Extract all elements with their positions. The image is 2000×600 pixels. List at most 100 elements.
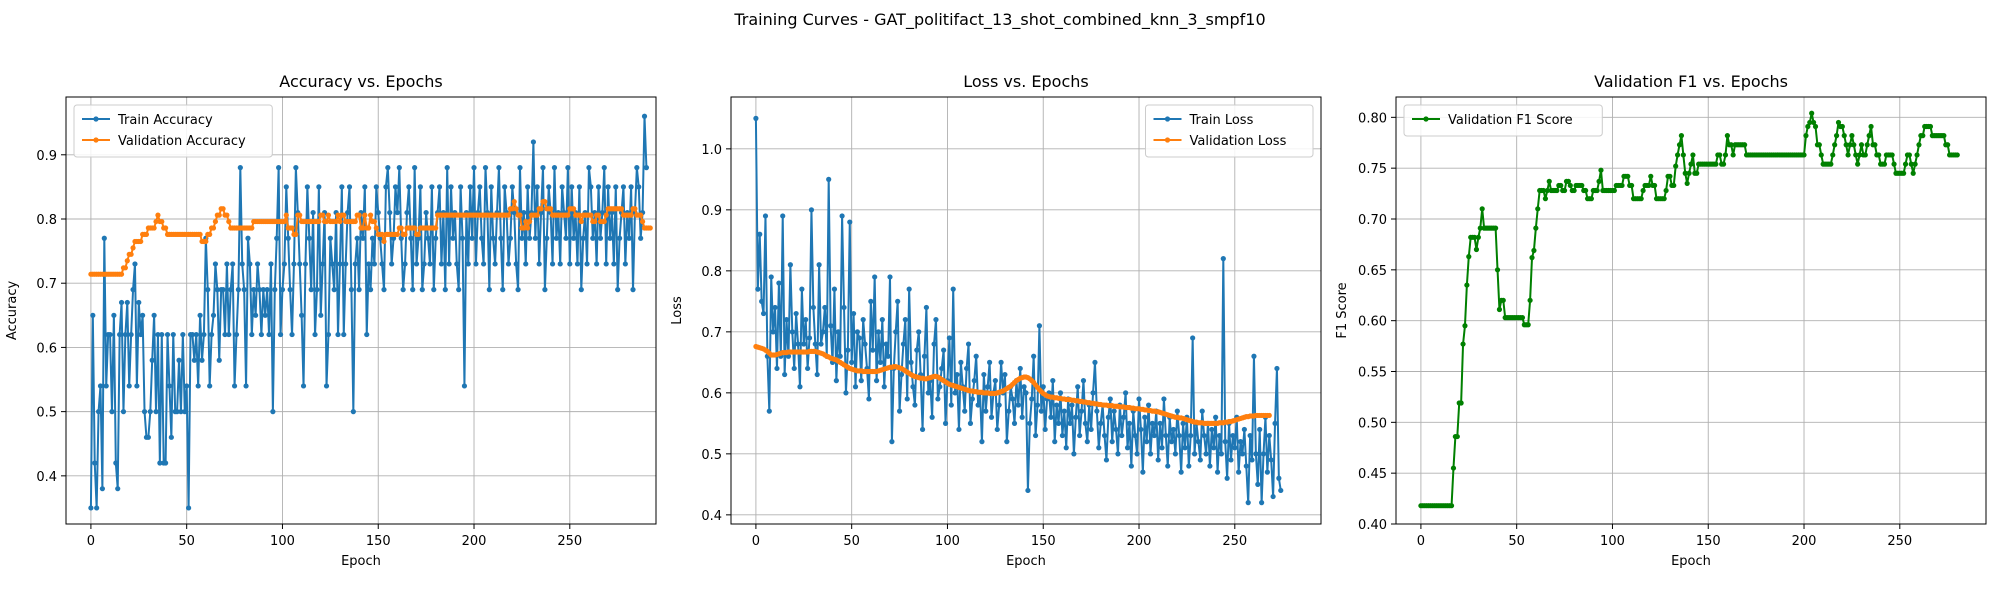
data-point: [243, 383, 249, 389]
data-point: [525, 184, 531, 190]
data-point: [1274, 365, 1280, 372]
data-point: [1471, 234, 1478, 240]
data-point: [885, 353, 891, 359]
data-point: [469, 235, 475, 241]
data-point: [1583, 187, 1589, 194]
data-point: [1818, 152, 1824, 158]
data-point: [793, 310, 799, 317]
data-point: [576, 212, 582, 218]
data-point: [316, 218, 322, 225]
series-validation-f1-score: [1418, 110, 1960, 509]
data-point: [107, 331, 113, 338]
data-point: [538, 206, 544, 212]
data-point: [1174, 408, 1180, 414]
data-point: [1017, 365, 1023, 372]
data-point: [126, 383, 132, 389]
data-point: [831, 286, 838, 292]
data-point: [507, 235, 514, 241]
legend-item: Validation Accuracy: [82, 134, 246, 149]
y-tick-label: 0.70: [1358, 213, 1387, 228]
data-point: [1071, 451, 1077, 457]
legend-item: Train Accuracy: [82, 113, 213, 128]
data-point: [425, 235, 431, 241]
data-point: [521, 209, 527, 216]
data-point: [163, 225, 169, 231]
data-point: [812, 341, 818, 347]
data-point: [341, 212, 347, 218]
data-point: [381, 287, 387, 293]
data-point: [199, 357, 205, 363]
data-point: [141, 409, 148, 415]
legend-item: Validation Loss: [1153, 134, 1287, 149]
data-point: [276, 165, 282, 171]
y-tick-label: 0.75: [1358, 162, 1387, 177]
y-tick-label: 0.60: [1358, 315, 1387, 330]
data-point: [958, 359, 964, 365]
data-point: [415, 235, 422, 241]
data-point: [605, 184, 611, 190]
data-point: [1077, 432, 1083, 439]
x-tick-label: 250: [1887, 534, 1912, 549]
data-point: [212, 218, 219, 225]
data-point: [245, 235, 251, 241]
data-point: [1845, 152, 1851, 158]
y-tick-label: 0.5: [36, 406, 57, 421]
data-point: [881, 384, 887, 390]
data-point: [1107, 396, 1113, 402]
legend-box: [1145, 104, 1314, 158]
data-point: [519, 235, 525, 241]
data-point: [1057, 390, 1064, 396]
data-point: [297, 261, 303, 267]
data-point: [1115, 451, 1121, 457]
y-tick-label: 0.4: [701, 509, 722, 524]
y-tick-label: 0.45: [1358, 467, 1387, 482]
data-point: [406, 184, 412, 190]
data-point: [415, 231, 422, 238]
data-point: [99, 486, 105, 492]
data-point: [1554, 187, 1560, 194]
data-point: [1546, 178, 1552, 184]
x-tick-label: 250: [557, 534, 582, 549]
data-point: [1906, 152, 1912, 158]
data-point: [1671, 182, 1677, 189]
data-point: [1144, 439, 1150, 445]
data-point: [335, 212, 341, 218]
data-point: [931, 341, 937, 347]
data-point: [1945, 142, 1951, 148]
data-point: [287, 287, 293, 293]
data-point: [546, 184, 552, 190]
data-point: [774, 365, 780, 372]
data-point: [1816, 142, 1822, 148]
data-point: [310, 209, 316, 216]
data-point: [1151, 432, 1157, 439]
data-point: [845, 347, 851, 353]
data-point: [828, 323, 834, 329]
data-point: [492, 261, 498, 267]
data-point: [373, 225, 379, 231]
data-point: [360, 225, 366, 231]
data-point: [289, 331, 295, 338]
data-point: [526, 218, 533, 225]
data-point: [419, 287, 425, 293]
data-point: [1260, 451, 1267, 457]
data-point: [1529, 255, 1535, 261]
data-point: [339, 184, 345, 190]
data-point: [377, 235, 383, 241]
data-point: [371, 261, 378, 267]
data-point: [224, 261, 230, 267]
data-point: [251, 287, 257, 293]
series-validation-accuracy: [88, 199, 653, 277]
data-point: [1259, 500, 1265, 506]
data-point: [1462, 323, 1468, 329]
data-point: [1830, 152, 1836, 158]
data-point: [222, 331, 228, 338]
data-point: [787, 262, 793, 268]
data-point: [1901, 170, 1907, 176]
y-axis-label: F1 Score: [1335, 282, 1350, 338]
data-point: [985, 384, 991, 390]
data-point: [138, 331, 144, 338]
data-point: [588, 184, 594, 190]
data-point: [511, 209, 517, 216]
legend-box: [1403, 104, 1603, 137]
data-point: [486, 287, 492, 293]
